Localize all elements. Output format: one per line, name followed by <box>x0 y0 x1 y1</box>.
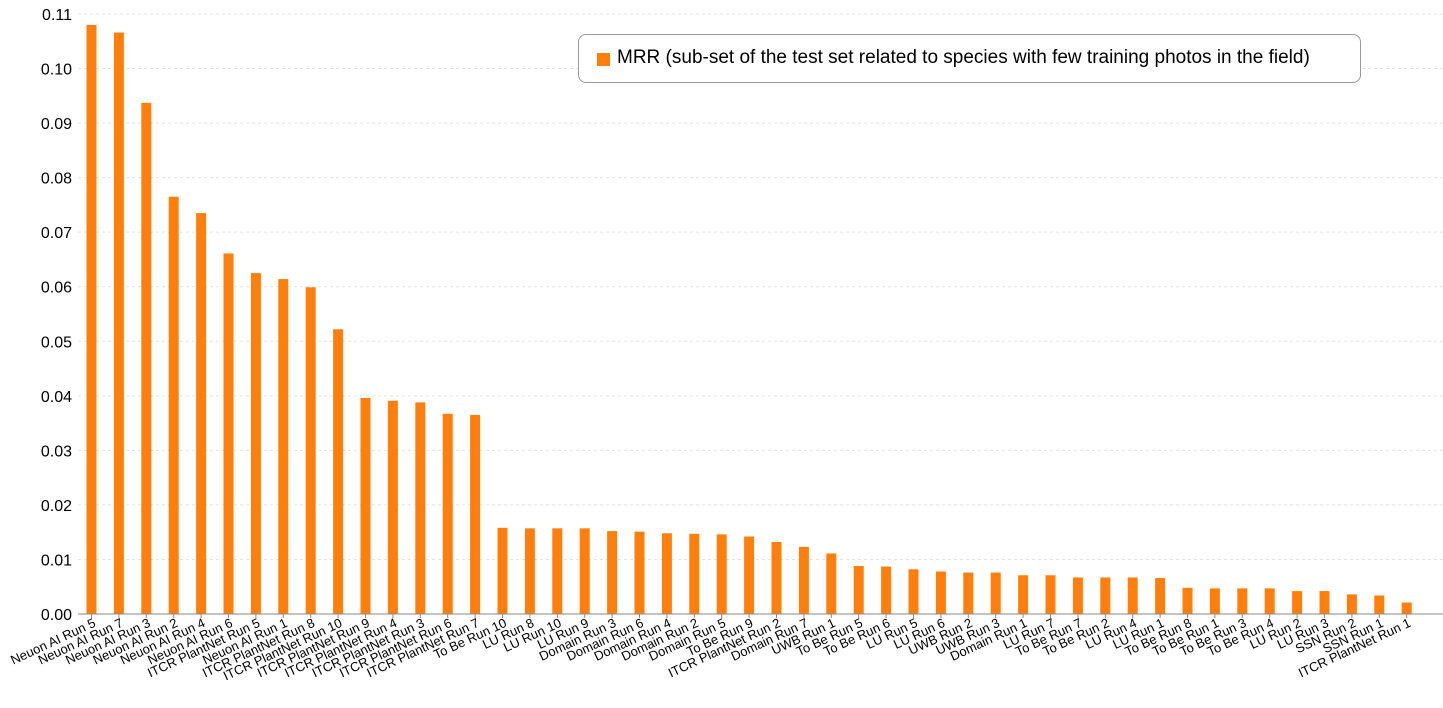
legend-label: MRR (sub-set of the test set related to … <box>617 47 1310 68</box>
y-tick-label: 0.10 <box>41 62 72 79</box>
y-tick-label: 0.00 <box>41 607 72 624</box>
y-tick-label: 0.08 <box>41 171 72 188</box>
bar <box>1182 587 1193 614</box>
bar <box>935 571 946 614</box>
bar <box>716 534 727 614</box>
bar <box>1264 588 1275 614</box>
bar <box>86 24 97 614</box>
y-tick-label: 0.11 <box>42 7 72 24</box>
bar <box>1292 591 1303 614</box>
bar <box>141 102 152 614</box>
legend-swatch <box>597 53 610 66</box>
bar <box>1237 588 1248 614</box>
bar <box>1100 577 1111 614</box>
y-tick-label: 0.03 <box>41 443 72 460</box>
bar <box>415 402 426 614</box>
bar <box>798 546 809 614</box>
bar <box>1346 594 1357 614</box>
bar <box>881 566 892 614</box>
bar <box>168 196 179 614</box>
bar <box>1072 577 1083 614</box>
y-tick-label: 0.05 <box>41 334 72 351</box>
legend: MRR (sub-set of the test set related to … <box>578 34 1361 83</box>
bar <box>826 553 837 614</box>
bar <box>552 528 563 614</box>
bar <box>1401 602 1412 614</box>
bar <box>1374 595 1385 614</box>
bar <box>634 531 645 614</box>
y-tick-label: 0.04 <box>41 389 72 406</box>
bar <box>305 287 316 614</box>
bar <box>661 533 672 614</box>
bar <box>1155 578 1166 614</box>
bar <box>689 533 700 614</box>
bar <box>771 542 782 614</box>
y-tick-label: 0.02 <box>41 498 72 515</box>
bar <box>908 569 919 614</box>
bar <box>1127 577 1138 614</box>
bars <box>86 24 1412 615</box>
bar <box>607 531 618 614</box>
bar <box>990 572 1001 614</box>
bar <box>853 566 864 614</box>
bar <box>470 414 481 614</box>
bar <box>579 528 590 614</box>
y-tick-label: 0.07 <box>41 225 72 242</box>
bar <box>113 32 124 614</box>
bar <box>442 413 453 614</box>
bar <box>1045 575 1056 614</box>
y-tick-label: 0.06 <box>41 280 72 297</box>
bar <box>278 279 289 614</box>
bar <box>497 527 508 614</box>
bar <box>524 528 535 614</box>
bar <box>333 329 344 614</box>
bar <box>360 398 371 614</box>
bar <box>963 572 974 614</box>
bar <box>1018 575 1029 614</box>
bar <box>196 213 207 614</box>
bar <box>1209 588 1220 614</box>
bar <box>387 400 398 614</box>
bar <box>250 273 261 614</box>
y-tick-label: 0.09 <box>41 116 72 133</box>
bar <box>744 536 755 614</box>
y-axis-tick-labels: 0.00 0.01 0.02 0.03 0.04 0.05 0.06 0.07 0.08 0.09… <box>41 7 72 624</box>
bar <box>1319 591 1330 614</box>
bar <box>223 253 234 615</box>
y-tick-label: 0.01 <box>41 552 72 569</box>
